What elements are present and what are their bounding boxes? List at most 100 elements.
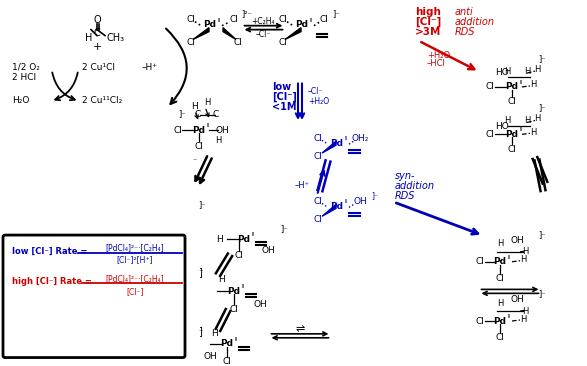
- Text: II: II: [218, 18, 221, 23]
- Text: –Cl⁻: –Cl⁻: [255, 30, 271, 39]
- Text: ]²⁻: ]²⁻: [241, 9, 252, 18]
- Text: H: H: [522, 307, 528, 315]
- Text: II: II: [345, 136, 348, 141]
- Text: H: H: [530, 81, 536, 89]
- Text: OH: OH: [261, 246, 275, 255]
- Text: anti: anti: [455, 7, 474, 17]
- Text: Pd: Pd: [228, 287, 241, 296]
- Text: Cl: Cl: [187, 38, 195, 47]
- Text: H: H: [215, 136, 221, 145]
- Text: Pd: Pd: [221, 339, 234, 348]
- Text: [PdCl₄]²⁻·[C₂H₄]: [PdCl₄]²⁻·[C₂H₄]: [106, 243, 164, 253]
- Text: II: II: [508, 255, 511, 260]
- Text: Pd: Pd: [330, 139, 343, 148]
- Text: ]⁻: ]⁻: [280, 224, 288, 233]
- Text: II: II: [235, 337, 238, 342]
- Text: Pd: Pd: [494, 257, 507, 266]
- Text: 1/2 O₂: 1/2 O₂: [12, 63, 40, 72]
- Text: ⇌: ⇌: [295, 324, 305, 334]
- Text: OH: OH: [215, 126, 229, 135]
- Text: [Cl⁻]: [Cl⁻]: [126, 287, 144, 296]
- Text: addition: addition: [395, 181, 435, 191]
- Text: II: II: [520, 127, 523, 132]
- Text: +C₂H₄: +C₂H₄: [251, 17, 275, 26]
- Text: O: O: [93, 15, 101, 25]
- Polygon shape: [193, 28, 209, 40]
- Text: +H₂O: +H₂O: [427, 51, 450, 60]
- Polygon shape: [285, 28, 301, 40]
- Text: OH₂: OH₂: [351, 134, 369, 143]
- Text: low [Cl⁻] Rate =: low [Cl⁻] Rate =: [12, 246, 87, 255]
- Text: 2 HCl: 2 HCl: [12, 72, 36, 82]
- Text: OH: OH: [510, 235, 524, 244]
- Text: ]⁻: ]⁻: [538, 289, 546, 298]
- Text: II: II: [252, 232, 255, 237]
- Text: C: C: [93, 27, 100, 38]
- Text: Cl: Cl: [313, 152, 322, 161]
- Text: II: II: [310, 18, 313, 23]
- Text: Cl: Cl: [495, 274, 504, 283]
- Text: –HCl: –HCl: [427, 59, 446, 68]
- Text: H: H: [520, 255, 526, 264]
- Text: II: II: [242, 284, 245, 290]
- Text: addition: addition: [455, 17, 495, 27]
- Text: H₂O: H₂O: [12, 96, 29, 105]
- Text: ]⁻: ]⁻: [538, 54, 546, 63]
- Text: OH: OH: [353, 197, 367, 206]
- Text: H: H: [504, 67, 510, 76]
- Text: +H₂O: +H₂O: [308, 97, 329, 106]
- Text: Pd: Pd: [193, 126, 205, 135]
- Text: H: H: [218, 275, 225, 284]
- Text: 2 Cu¹Cl: 2 Cu¹Cl: [82, 63, 115, 72]
- Text: C: C: [213, 110, 219, 119]
- Text: CH₃: CH₃: [107, 33, 125, 42]
- Text: ⁻: ⁻: [192, 156, 197, 165]
- Text: ]: ]: [198, 266, 202, 277]
- Text: –H⁺: –H⁺: [295, 181, 310, 190]
- Text: H: H: [524, 116, 530, 125]
- Text: II: II: [520, 80, 523, 85]
- Text: Cl: Cl: [279, 15, 288, 24]
- Text: 2 Cu¹¹Cl₂: 2 Cu¹¹Cl₂: [82, 96, 122, 105]
- Text: Cl: Cl: [222, 357, 231, 366]
- Text: [Cl⁻]: [Cl⁻]: [415, 16, 441, 27]
- Text: HO: HO: [495, 122, 509, 131]
- Polygon shape: [322, 205, 336, 216]
- Text: Cl: Cl: [313, 134, 322, 143]
- Text: ]: ]: [198, 326, 202, 336]
- Text: OH: OH: [510, 295, 524, 304]
- Text: high [Cl⁻] Rate =: high [Cl⁻] Rate =: [12, 277, 92, 286]
- Text: Cl: Cl: [174, 126, 183, 135]
- Text: Pd: Pd: [494, 317, 507, 325]
- Text: syn-: syn-: [395, 171, 416, 181]
- Text: H: H: [191, 102, 198, 111]
- Text: II: II: [508, 314, 511, 319]
- Text: C: C: [195, 110, 201, 119]
- Text: Cl: Cl: [508, 97, 517, 106]
- Text: ]⁻: ]⁻: [198, 201, 205, 209]
- Text: Pd: Pd: [204, 20, 217, 29]
- Text: –Cl⁻: –Cl⁻: [308, 87, 323, 96]
- Text: II: II: [345, 199, 348, 205]
- Text: [Cl⁻]²[H⁺]: [Cl⁻]²[H⁺]: [117, 255, 153, 264]
- Text: H: H: [497, 239, 503, 249]
- Text: ⁻: ⁻: [198, 327, 203, 336]
- Text: Cl: Cl: [485, 82, 494, 92]
- FancyBboxPatch shape: [3, 235, 185, 358]
- Text: H: H: [85, 33, 93, 42]
- Text: ]⁻: ]⁻: [538, 230, 546, 239]
- Text: II: II: [207, 123, 210, 128]
- Text: ]⁻: ]⁻: [371, 191, 378, 201]
- Text: low: low: [272, 82, 291, 92]
- Text: –H⁺: –H⁺: [142, 63, 158, 72]
- Text: Pd: Pd: [505, 130, 518, 139]
- Text: H: H: [520, 314, 526, 324]
- Text: Cl: Cl: [475, 317, 484, 325]
- Text: OH: OH: [253, 300, 267, 309]
- Text: H: H: [534, 114, 540, 123]
- Text: Cl: Cl: [313, 197, 322, 206]
- Text: H: H: [522, 247, 528, 256]
- Text: H: H: [504, 116, 510, 125]
- Text: Cl: Cl: [234, 38, 242, 47]
- Text: H: H: [534, 65, 540, 74]
